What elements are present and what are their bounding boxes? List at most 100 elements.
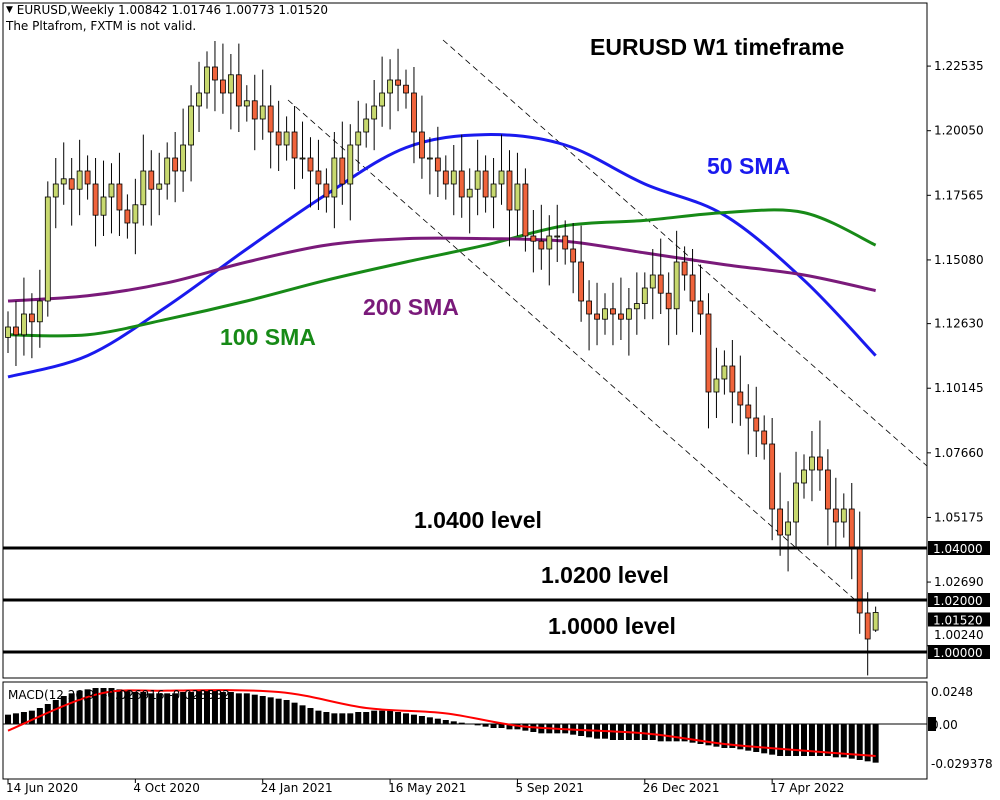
- macd-bar: [315, 710, 322, 724]
- candle-body: [196, 92, 202, 107]
- macd-bar: [816, 724, 823, 756]
- candle-body: [124, 209, 131, 224]
- candle-body: [514, 183, 521, 211]
- candle-body: [530, 235, 537, 242]
- macd-bar: [243, 693, 250, 724]
- price-tag-label: 1.00000: [933, 646, 983, 660]
- candle-body: [594, 313, 600, 320]
- macd-bar: [840, 724, 847, 758]
- macd-bar: [482, 724, 489, 727]
- candle-body: [52, 183, 59, 198]
- macd-bar: [84, 689, 91, 724]
- macd-bar: [777, 724, 784, 756]
- candle-body: [602, 308, 608, 320]
- macd-bar: [769, 724, 776, 755]
- candle-body: [140, 170, 147, 206]
- triangle-down-icon[interactable]: ▼: [6, 5, 13, 15]
- candle-body: [649, 274, 656, 289]
- macd-bar: [291, 702, 298, 724]
- candle-body: [299, 157, 306, 160]
- macd-bar: [426, 717, 433, 724]
- candle-body: [474, 170, 481, 190]
- x-tick-label: 4 Oct 2020: [133, 781, 200, 795]
- candle-body: [729, 365, 736, 393]
- macd-bar: [474, 724, 481, 726]
- macd-bar: [307, 708, 314, 724]
- candle-body: [132, 204, 139, 224]
- macd-bar: [227, 692, 234, 724]
- macd-bar: [450, 721, 457, 724]
- price-tag-label: 1.01520: [933, 613, 983, 627]
- macd-bar: [864, 724, 871, 762]
- macd-bar: [323, 712, 330, 724]
- macd-bar: [729, 724, 736, 748]
- candle-body: [697, 300, 704, 315]
- level-1040-label: 1.0400 level: [414, 507, 542, 533]
- symbol-ohlc: EURUSD,Weekly 1.00842 1.01746 1.00773 1.…: [16, 3, 328, 17]
- macd-bar: [737, 724, 744, 750]
- candle-body: [801, 469, 807, 484]
- candle-body: [251, 100, 258, 120]
- macd-bar: [506, 724, 513, 730]
- macd-bar: [235, 693, 242, 724]
- macd-bar: [259, 696, 266, 724]
- candle-body: [339, 157, 346, 185]
- candle-body: [817, 456, 823, 471]
- macd-bar: [251, 694, 258, 724]
- candle-body: [68, 178, 75, 190]
- candle-body: [721, 365, 728, 380]
- candle-body: [331, 157, 338, 198]
- macd-y-tick-label: 0.00: [931, 718, 958, 732]
- macd-bar: [832, 724, 839, 758]
- candle-body: [625, 308, 632, 320]
- price-tag: [928, 612, 990, 627]
- macd-bar: [649, 724, 656, 740]
- candle-body: [586, 300, 592, 315]
- y-tick-label: 1.22535: [934, 59, 984, 73]
- candle-body: [482, 170, 489, 198]
- macd-bar: [20, 712, 27, 724]
- macd-bar: [68, 693, 75, 724]
- candle-body: [116, 183, 123, 211]
- candle-body: [681, 261, 688, 276]
- channel-lower-line: [287, 99, 863, 607]
- macd-bar: [92, 688, 99, 724]
- candle-body: [387, 79, 393, 94]
- candle-body: [379, 92, 386, 107]
- candle-body: [633, 303, 640, 310]
- macd-bar: [371, 710, 378, 724]
- candle-body: [856, 547, 863, 614]
- macd-bar: [403, 713, 409, 724]
- macd-bar: [705, 724, 712, 746]
- macd-bar: [681, 724, 688, 742]
- macd-bar: [721, 724, 728, 748]
- candle-body: [227, 74, 234, 94]
- macd-bar: [387, 710, 394, 724]
- macd-bar: [689, 724, 696, 743]
- macd-bar: [211, 690, 218, 724]
- candle-body: [809, 456, 815, 471]
- candle-body: [832, 508, 839, 523]
- macd-bar: [673, 724, 680, 742]
- macd-zero-tag: [928, 717, 936, 731]
- candle-body: [641, 287, 648, 305]
- macd-bar: [172, 693, 179, 724]
- x-tick-label: 14 Jun 2020: [6, 781, 78, 795]
- candle-body: [665, 292, 672, 310]
- candle-body: [713, 378, 720, 393]
- candle-body: [777, 508, 784, 536]
- macd-bar: [824, 724, 831, 756]
- macd-pane-frame: [2, 681, 928, 780]
- macd-bar: [156, 693, 163, 724]
- macd-bar: [283, 700, 290, 724]
- x-tick-label: 24 Jan 2021: [261, 781, 333, 795]
- platform-warning: The Pltafrom, FXTM is not valid.: [6, 19, 197, 33]
- price-tag: [928, 593, 990, 607]
- y-tick-label: 1.07660: [934, 446, 984, 460]
- candle-body: [172, 157, 179, 172]
- macd-bar: [219, 692, 226, 724]
- candle-body: [148, 170, 155, 190]
- candle-body: [164, 157, 171, 185]
- macd-bar: [100, 688, 107, 724]
